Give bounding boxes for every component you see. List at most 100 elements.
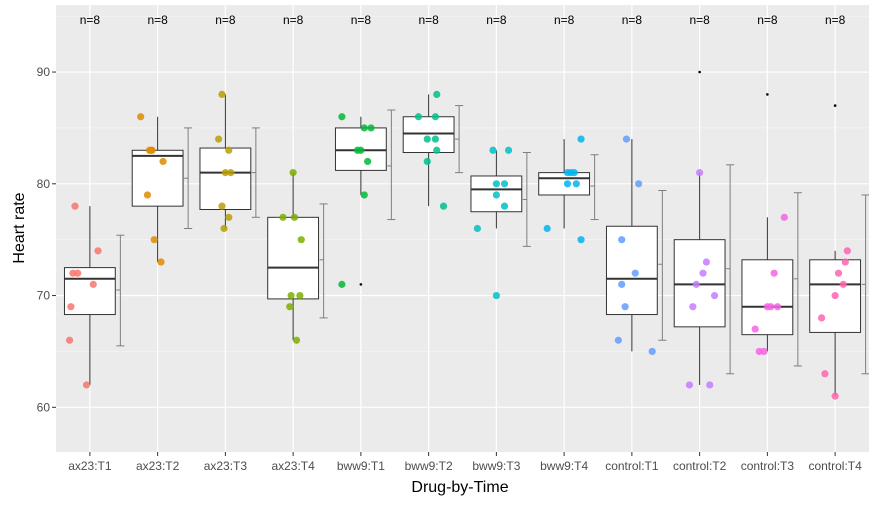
data-point [692,280,700,288]
box-iqr [199,147,252,211]
data-point [577,135,585,143]
outlier-points [359,70,837,286]
data-point [220,224,228,233]
x-tick-label: ax23:T4 [271,459,315,473]
data-point [618,280,626,288]
data-point [414,113,423,121]
data-point [218,90,226,98]
x-tick-label: ax23:T3 [204,459,248,473]
data-point [65,336,74,344]
x-axis-title: Drug-by-Time [411,479,508,496]
data-point [635,180,643,188]
count-label: n=8 [757,13,778,27]
count-label: n=8 [351,13,372,27]
outlier-point [359,283,363,286]
data-point [67,303,75,311]
x-tick-label: bww9:T1 [337,459,385,473]
data-point [423,157,431,166]
data-point [279,213,287,221]
count-label: n=8 [283,13,304,27]
grid-minor [56,15,869,352]
data-point [74,269,82,277]
count-label: n=8 [622,13,643,27]
data-point [289,169,297,177]
data-point [157,258,165,266]
data-point [577,236,585,244]
data-point [143,191,152,199]
data-point [621,303,629,311]
data-point [618,236,626,244]
data-point [492,191,500,199]
count-label: n=8 [486,13,507,27]
count-label: n=8 [418,13,439,27]
count-label: n=8 [80,13,101,27]
box-iqr [131,149,184,207]
jitter-points [65,90,851,400]
data-point [841,258,849,266]
data-point [780,213,788,221]
count-labels: n=8 n=8 n=8 n=8 n=8 n=8 n=8 n=8 n=8 n=8 n=8 n=8 [80,13,846,27]
data-point [831,392,839,400]
count-label: n=8 [554,13,575,27]
box-iqr [402,116,455,154]
data-point [367,124,375,132]
data-point [433,90,441,98]
data-point [773,303,782,311]
data-point [338,280,346,288]
box-iqr [605,225,658,316]
data-point [702,258,711,266]
data-point [500,180,509,188]
data-point [831,291,839,300]
data-point [225,146,233,154]
x-tick-label: control:T1 [605,459,659,473]
data-point [834,269,843,277]
data-point [150,236,158,244]
data-point [433,146,441,154]
y-tick-label: 90 [37,65,51,79]
data-point [710,291,719,300]
data-point [770,269,778,277]
data-point [215,135,223,143]
data-point [89,280,97,288]
error-bars [116,105,869,375]
data-point [614,336,622,344]
y-axis-title: Heart rate [11,192,28,263]
outlier-point [833,104,837,107]
count-label: n=8 [215,13,236,27]
data-point [760,347,768,356]
data-point [622,135,631,143]
data-point [492,180,500,188]
data-point [364,157,372,166]
data-point [473,224,482,233]
data-point [492,291,500,300]
data-point [159,157,167,166]
y-axis: 60 70 80 90 [37,65,56,414]
data-point [563,180,572,188]
data-point [439,202,448,210]
data-point [82,381,91,389]
data-point [500,202,509,210]
data-point [137,113,145,121]
data-point [296,291,304,300]
data-point [567,169,575,177]
data-point [767,303,775,311]
data-point [821,370,829,378]
data-point [706,381,714,389]
data-point [489,146,497,154]
data-point [221,169,229,177]
data-point [839,280,847,288]
data-point [71,202,79,210]
count-label: n=8 [689,13,710,27]
x-tick-label: control:T4 [808,459,862,473]
x-tick-label: ax23:T2 [136,459,180,473]
data-point [286,303,294,311]
y-tick-label: 60 [37,400,51,414]
data-point [360,124,368,132]
x-tick-label: control:T3 [741,459,795,473]
data-point [287,291,295,300]
data-point [689,303,697,311]
data-point [685,381,694,389]
data-point [572,180,580,188]
count-label: n=8 [147,13,168,27]
